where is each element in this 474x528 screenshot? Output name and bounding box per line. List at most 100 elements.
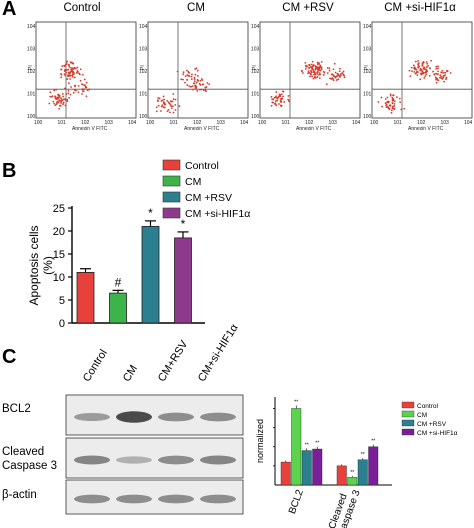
flow-dot (425, 66, 428, 68)
flow-dot (445, 78, 447, 81)
flow-dot (81, 88, 84, 91)
blot-band (116, 456, 152, 464)
flow-dot (412, 64, 415, 67)
flow-dot (184, 81, 186, 84)
y-tick-label: 100 (251, 114, 260, 120)
quant-annotation: ** (350, 470, 354, 476)
flow-dot (341, 72, 344, 74)
quant-annotation: ** (305, 442, 309, 448)
flow-dot (69, 78, 71, 80)
bar-annotation-3: * (181, 217, 186, 231)
flow-dot (82, 90, 84, 93)
flow-dot (67, 92, 70, 95)
flow-dot (190, 75, 193, 78)
quant-bar-1-2 (357, 459, 368, 486)
flow-dot (309, 73, 312, 75)
quant-y-label: normalized (255, 419, 265, 463)
flow-dot (312, 64, 315, 66)
flow-dot (49, 91, 52, 94)
flow-dot (388, 108, 391, 111)
flow-dot (157, 104, 160, 107)
flow-dot (328, 67, 331, 70)
flow-dot (384, 98, 387, 100)
flow-dot (446, 69, 448, 72)
flow-dot (435, 77, 438, 80)
flow-dot (193, 80, 196, 83)
y-axis-label: PI (28, 65, 34, 70)
flow-dot (163, 103, 166, 106)
flow-dot (157, 97, 160, 99)
flow-dot (444, 71, 447, 74)
x-axis-label: Annexin V FITC (184, 126, 220, 132)
flow-dot (338, 70, 341, 73)
flow-dot (169, 104, 172, 106)
flow-dot (200, 88, 203, 91)
flow-dot (391, 105, 394, 108)
y-tick-label: 101 (139, 92, 148, 98)
flow-dot (178, 105, 181, 107)
flow-dot (72, 91, 75, 94)
y-axis-label: Apoptosis cells(%) (27, 225, 55, 305)
flow-dot (208, 83, 211, 86)
quant-annotation: ** (361, 452, 365, 458)
flow-dot (194, 68, 197, 70)
flow-dot (433, 73, 436, 76)
legend-swatch-2 (162, 191, 181, 203)
flow-dot (170, 107, 173, 110)
flow-dot (172, 93, 175, 95)
flow-dot (69, 93, 72, 96)
panel-label-b: B (2, 160, 17, 182)
legend-label-3: CM +si-HIF1α (185, 208, 250, 220)
flow-dot (54, 104, 57, 107)
flow-dot (418, 62, 420, 64)
blot-band (158, 412, 194, 422)
flow-frame (259, 21, 361, 119)
flow-dot (186, 78, 189, 81)
flow-dot (54, 96, 57, 99)
flow-dot (182, 71, 185, 74)
flow-dot (188, 85, 191, 88)
flow-dot (64, 98, 66, 101)
flow-dot (413, 71, 416, 73)
flow-dot (420, 72, 423, 75)
flow-dots (270, 60, 346, 108)
flow-dot (162, 95, 165, 98)
y-axis-label: PI (140, 65, 146, 70)
flow-dot (158, 97, 161, 100)
y-tick-label: 5 (59, 295, 65, 307)
y-tick-label: 101 (27, 92, 36, 98)
flow-dot (156, 99, 159, 102)
blot-band (200, 412, 236, 422)
flow-dot (435, 65, 438, 68)
legend-label-0: Control (185, 160, 219, 172)
flow-dot (86, 89, 89, 92)
legend-swatch-0 (162, 159, 181, 171)
flow-dot (288, 100, 291, 103)
flow-dot (180, 78, 183, 81)
flow-dot (326, 67, 329, 69)
flow-dot (199, 79, 202, 82)
x-tick-label: 101 (170, 120, 179, 126)
flow-dot (390, 111, 393, 114)
flow-dot (425, 61, 428, 63)
flow-dot (166, 110, 169, 113)
flow-dot (74, 85, 76, 88)
flow-dot (278, 103, 280, 105)
flow-dot (439, 76, 441, 79)
flow-dot (380, 96, 383, 99)
flow-dot (389, 104, 392, 107)
flow-dot (304, 62, 307, 64)
x-tick-label: 100 (146, 120, 155, 126)
flow-dot (428, 74, 431, 77)
y-tick-label: 103 (139, 47, 148, 53)
flow-dot (343, 76, 346, 79)
quant-bar-1-1 (347, 477, 358, 486)
flow-dot (432, 70, 434, 73)
flow-dot (191, 85, 194, 88)
flow-dot (68, 96, 71, 99)
flow-dot (386, 100, 389, 103)
x-tick-label: 102 (417, 120, 426, 126)
flow-dot (190, 78, 193, 81)
flow-dot (313, 71, 316, 74)
flow-dot (174, 98, 177, 101)
